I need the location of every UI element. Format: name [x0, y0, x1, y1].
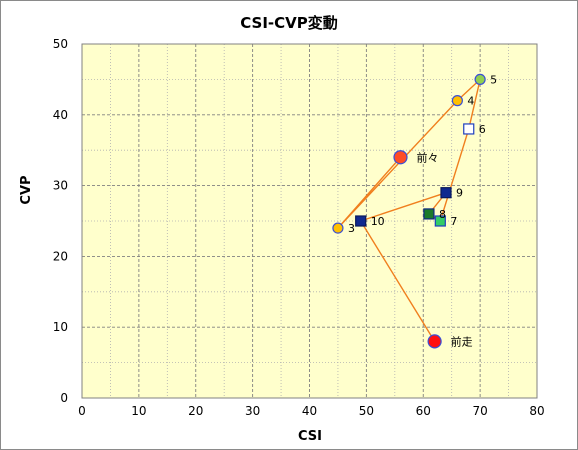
- y-axis-title: CVP: [19, 175, 34, 204]
- x-tick-label: 70: [472, 404, 487, 418]
- point-label: 10: [371, 215, 385, 228]
- point-marker: [393, 150, 408, 165]
- y-tick-label: 20: [53, 249, 68, 263]
- point-marker: [451, 95, 463, 107]
- point-marker: [440, 187, 452, 199]
- plot-border: [81, 43, 538, 399]
- point-marker: [474, 73, 486, 86]
- point-label: 前走: [451, 334, 473, 348]
- x-tick-label: 10: [131, 404, 146, 418]
- point-label: 6: [479, 123, 486, 136]
- point-label: 4: [467, 95, 474, 108]
- x-tick-label: 20: [188, 404, 203, 418]
- point-label: 3: [348, 222, 355, 235]
- x-tick-label: 30: [245, 404, 260, 418]
- point-label: 8: [439, 208, 446, 221]
- y-tick-label: 40: [53, 108, 68, 122]
- point-marker: [427, 334, 442, 349]
- x-tick-label: 50: [359, 404, 374, 418]
- point-label: 前々: [417, 150, 439, 164]
- point-label: 5: [490, 73, 497, 86]
- point-marker: [463, 123, 475, 135]
- series-line: [337, 77, 482, 342]
- y-tick-label: 10: [53, 320, 68, 334]
- x-tick-label: 60: [416, 404, 431, 418]
- x-tick-label: 40: [302, 404, 317, 418]
- plot-area: 0 10 20 30 40 50 60 70 80 0 10 20 30 40 50 前々 3 4 5 6 789 10 前…: [53, 37, 545, 418]
- y-tick-label: 50: [53, 37, 68, 51]
- y-tick-label: 30: [53, 179, 68, 193]
- point-label: 9: [456, 187, 463, 200]
- chart-title: CSI-CVP変動: [240, 14, 338, 32]
- point-marker: [355, 215, 367, 227]
- x-axis-title: CSI: [298, 429, 322, 444]
- y-tick-label: 0: [60, 391, 68, 405]
- x-tick-label: 0: [78, 404, 86, 418]
- point-label: 7: [450, 215, 457, 228]
- point-marker: [423, 208, 435, 220]
- point-marker: [434, 215, 446, 227]
- point-marker: [332, 222, 344, 234]
- x-tick-label: 80: [529, 404, 544, 418]
